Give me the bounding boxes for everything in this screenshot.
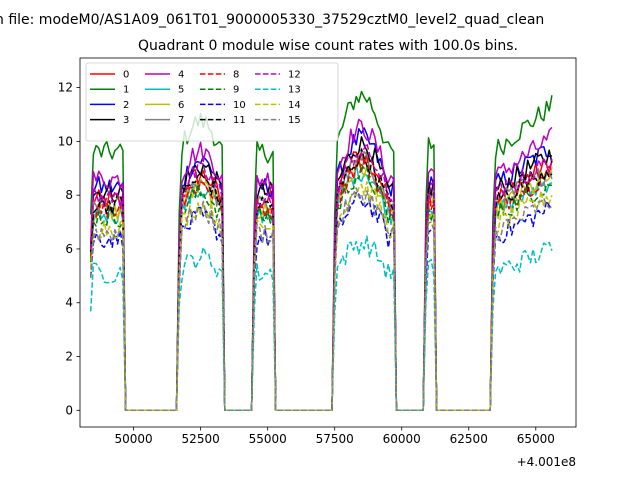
legend-box (85, 62, 339, 142)
y-tick-label: 8 (65, 188, 73, 202)
x-tick-label: 55000 (249, 432, 287, 446)
x-tick-label: 50000 (115, 432, 153, 446)
y-tick-label: 0 (65, 403, 73, 417)
legend-label-0: 0 (123, 70, 129, 81)
legend-label-14: 14 (288, 100, 301, 111)
plot-area (89, 90, 553, 412)
legend-label-7: 7 (178, 115, 184, 126)
x-tick-label: 65000 (517, 432, 555, 446)
x-tick-label: 57500 (316, 432, 354, 446)
legend-label-15: 15 (288, 115, 301, 126)
series-line-15 (89, 187, 553, 412)
x-tick-label: 62500 (450, 432, 488, 446)
legend-label-12: 12 (288, 70, 301, 81)
legend-label-6: 6 (178, 100, 184, 111)
legend-label-11: 11 (233, 115, 246, 126)
y-tick-label: 4 (65, 296, 73, 310)
legend-label-13: 13 (288, 85, 301, 96)
legend-label-5: 5 (178, 85, 184, 96)
x-tick-label: 60000 (383, 432, 421, 446)
legend-label-3: 3 (123, 115, 129, 126)
legend-label-9: 9 (233, 85, 239, 96)
legend-label-4: 4 (178, 70, 184, 81)
legend-label-10: 10 (233, 100, 246, 111)
chart-title: Quadrant 0 module wise count rates with … (138, 38, 518, 54)
legend-label-8: 8 (233, 70, 239, 81)
x-tick-label: 52500 (182, 432, 220, 446)
y-tick-label: 10 (58, 134, 73, 148)
y-tick-label: 2 (65, 350, 73, 364)
x-offset-label: +4.001e8 (517, 455, 576, 469)
axes-frame (79, 57, 577, 428)
figure-suptitle: n file: modeM0/AS1A09_061T01_9000005330_… (0, 12, 544, 28)
axes: 50000 52500 55000 57500 60000 62500 65000 0 2 4 6 8… (58, 57, 577, 446)
y-tick-label: 12 (58, 81, 73, 95)
y-tick-label: 6 (65, 242, 73, 256)
legend-label-1: 1 (123, 85, 129, 96)
legend-label-2: 2 (123, 100, 129, 111)
